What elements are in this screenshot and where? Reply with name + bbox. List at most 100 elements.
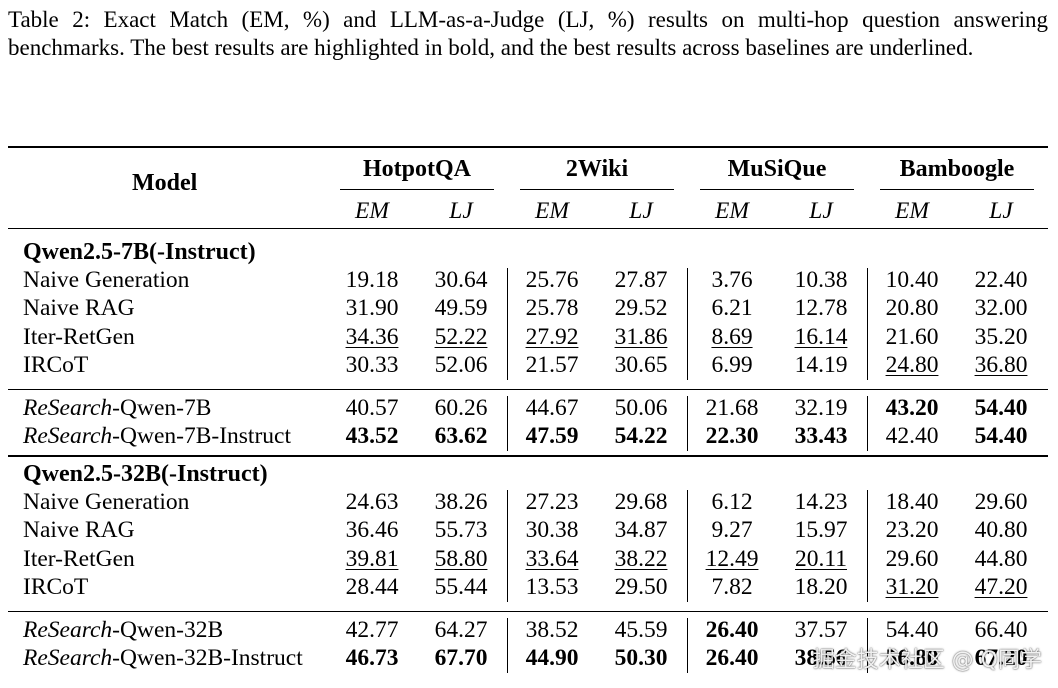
baseline-name: Naive RAG	[23, 295, 135, 321]
table-cell: 21.57	[525, 352, 579, 378]
table-cell: 24.80	[885, 352, 939, 378]
table-cell: 49.59	[434, 295, 488, 321]
table-cell: 27.23	[525, 489, 579, 515]
table-cell: 33.43	[794, 423, 848, 449]
table-cell: 7.82	[711, 574, 753, 600]
table-cell: 3.76	[711, 267, 753, 293]
table-cell: 40.57	[345, 395, 399, 421]
table-cell: 47.59	[525, 423, 579, 449]
table-caption: Table 2: Exact Match (EM, %) and LLM-as-…	[8, 7, 1048, 60]
column-separator	[867, 618, 868, 673]
table-cell: 45.59	[614, 617, 668, 643]
table-cell: 63.62	[434, 423, 488, 449]
table-cell: 29.52	[614, 295, 668, 321]
metric-header-lj: LJ	[449, 198, 473, 224]
table-cell: 30.38	[525, 517, 579, 543]
method-name-italic: ReSearch	[23, 645, 113, 671]
table-cell: 25.76	[525, 267, 579, 293]
table-cell: 21.68	[705, 395, 759, 421]
table-cell: 33.64	[525, 546, 579, 572]
table-cell: 50.30	[614, 645, 668, 671]
column-separator	[687, 268, 688, 380]
table-cell: 55.73	[434, 517, 488, 543]
table-cell: 54.40	[885, 617, 939, 643]
table-cell: 32.19	[794, 395, 848, 421]
table-cell: 25.78	[525, 295, 579, 321]
table-cell: 40.80	[974, 517, 1028, 543]
table-cell: 14.23	[794, 489, 848, 515]
dataset-header-musique: MuSiQue	[727, 156, 827, 182]
table-cell: 22.40	[974, 267, 1028, 293]
metric-header-em: EM	[715, 198, 749, 224]
group-rule	[8, 455, 1048, 457]
table-cell: 16.14	[794, 324, 848, 350]
dataset-header-hotpotqa: HotpotQA	[363, 156, 471, 182]
table-cell: 31.20	[885, 574, 939, 600]
table-cell: 38.26	[434, 489, 488, 515]
dataset-underline-3	[700, 189, 854, 190]
table-cell: 26.40	[705, 617, 759, 643]
table-cell: 67.70	[434, 645, 488, 671]
table-cell: 44.90	[525, 645, 579, 671]
table-cell: 50.06	[614, 395, 668, 421]
table-cell: 52.06	[434, 352, 488, 378]
column-separator	[867, 396, 868, 451]
table-cell: 6.99	[711, 352, 753, 378]
column-separator	[687, 490, 688, 602]
method-name-suffix: -Qwen-32B-Instruct	[112, 645, 303, 671]
column-separator	[507, 490, 508, 602]
table-cell: 34.87	[614, 517, 668, 543]
table-cell: 52.22	[434, 324, 488, 350]
table-cell: 56.80	[885, 645, 939, 671]
table-cell: 21.60	[885, 324, 939, 350]
method-name-suffix: -Qwen-7B	[112, 395, 212, 421]
table-cell: 20.11	[794, 546, 847, 572]
method-name: ReSearch-Qwen-32B-Instruct	[23, 645, 303, 671]
metric-header-em: EM	[535, 198, 569, 224]
column-separator	[867, 490, 868, 602]
table-cell: 10.38	[794, 267, 848, 293]
table-cell: 54.40	[974, 423, 1028, 449]
dataset-underline-4	[880, 189, 1034, 190]
table-cell: 9.27	[711, 517, 753, 543]
dataset-underline-2	[520, 189, 674, 190]
method-name: ReSearch-Qwen-32B	[23, 617, 223, 643]
table-cell: 30.64	[434, 267, 488, 293]
table-cell: 22.30	[705, 423, 759, 449]
table-cell: 43.20	[885, 395, 939, 421]
table-cell: 12.49	[705, 546, 759, 572]
table-cell: 44.80	[974, 546, 1028, 572]
table-cell: 54.22	[614, 423, 668, 449]
table-cell: 12.78	[794, 295, 848, 321]
table-cell: 37.57	[794, 617, 848, 643]
method-name: ReSearch-Qwen-7B-Instruct	[23, 423, 291, 449]
table-cell: 36.46	[345, 517, 399, 543]
table-cell: 27.92	[525, 324, 579, 350]
table-cell: 18.40	[885, 489, 939, 515]
table-cell: 30.65	[614, 352, 668, 378]
table-cell: 34.36	[345, 324, 399, 350]
table-cell: 26.40	[705, 645, 759, 671]
table-cell: 35.20	[974, 324, 1028, 350]
column-separator	[687, 396, 688, 451]
table-cell: 46.73	[345, 645, 399, 671]
table-cell: 10.40	[885, 267, 939, 293]
metric-header-lj: LJ	[629, 198, 653, 224]
section-rule	[8, 611, 1048, 612]
section-rule	[8, 389, 1048, 390]
table-cell: 38.52	[525, 617, 579, 643]
model-group-title: Qwen2.5-7B(-Instruct)	[23, 239, 256, 265]
watermark: 掘金技术社区 @ Q同学	[812, 648, 1042, 673]
metric-header-lj: LJ	[809, 198, 833, 224]
table-cell: 28.44	[345, 574, 399, 600]
table-cell: 30.33	[345, 352, 399, 378]
baseline-name: Iter-RetGen	[23, 546, 135, 572]
method-name-suffix: -Qwen-32B	[112, 617, 224, 643]
metric-header-lj: LJ	[989, 198, 1013, 224]
method-name: ReSearch-Qwen-7B	[23, 395, 211, 421]
table-cell: 18.20	[794, 574, 848, 600]
method-name-italic: ReSearch	[23, 617, 113, 643]
table-cell: 55.44	[434, 574, 488, 600]
dataset-header-2wiki: 2Wiki	[565, 156, 629, 182]
